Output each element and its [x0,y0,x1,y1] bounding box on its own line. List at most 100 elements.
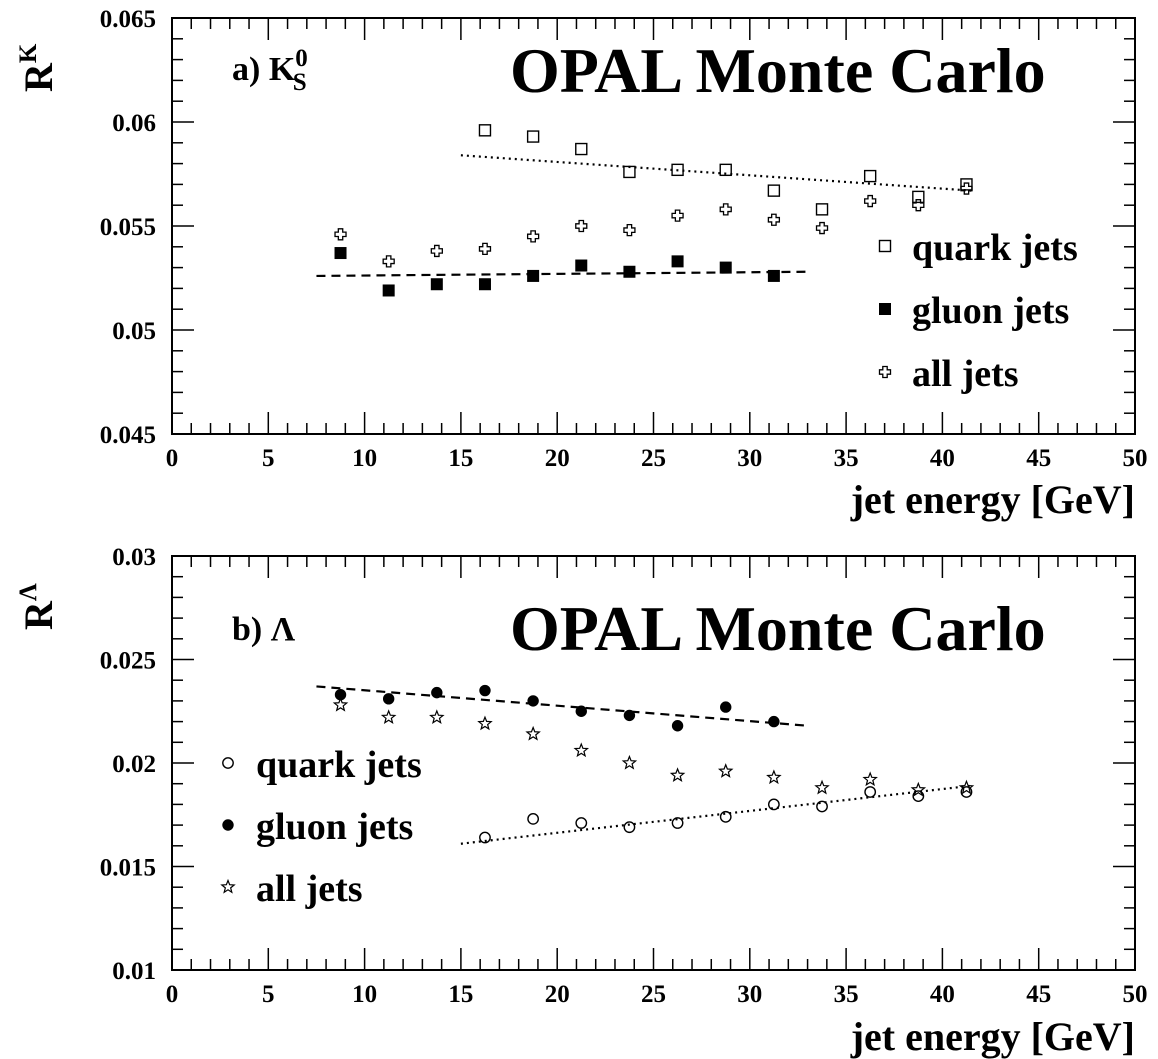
x-tick-label: 20 [545,981,570,1008]
panel-label: a) K0 S [232,45,308,96]
data-point-gluon-jets [479,684,491,697]
data-point-quark-jets [623,165,636,179]
data-point-all-jets [621,754,638,770]
data-point-quark-jets [960,178,973,191]
x-tick-label: 10 [352,445,377,472]
legend-label-all-jets: all jets [256,868,363,910]
data-point-quark-jets [671,817,684,829]
y-tick-label: 0.065 [100,6,156,33]
data-point-all-jets [478,242,492,256]
legend-marker-gluon-jets [879,303,891,315]
x-tick-label: 30 [737,981,762,1008]
data-point-all-jets [669,767,686,783]
legend-label-all-jets: all jets [912,353,1019,395]
fit-line-quark-jets [460,784,972,845]
y-axis-label: RK [15,43,61,92]
y-tick-label: 0.015 [100,855,156,882]
data-point-all-jets [814,779,830,795]
y-tick-label: 0.06 [112,110,156,137]
x-tick-label: 5 [262,981,275,1008]
x-tick-label: 10 [352,981,377,1008]
data-point-quark-jets [719,810,732,823]
y-axis-label: RΛ [15,583,61,630]
data-point-quark-jets [671,163,684,177]
data-point-all-jets [382,255,395,268]
data-point-gluon-jets [575,259,588,272]
x-axis-label: jet energy [GeV] [850,477,1135,522]
legend-label-gluon-jets: gluon jets [256,806,413,848]
data-point-all-jets [334,228,347,241]
data-point-gluon-jets [575,705,587,717]
fit-line-quark-jets [460,154,972,192]
data-point-gluon-jets [334,247,347,260]
legend-marker-all-jets [878,365,892,379]
data-point-all-jets [429,709,445,725]
x-tick-label: 20 [545,445,570,472]
data-point-gluon-jets [623,265,636,278]
legend-label-gluon-jets: gluon jets [912,290,1069,332]
data-point-gluon-jets [382,693,395,705]
data-point-all-jets [960,182,973,195]
panel-label: b) Λ [232,611,296,648]
data-point-all-jets [717,763,734,778]
data-point-quark-jets [526,130,540,143]
data-point-gluon-jets [527,269,540,282]
data-point-quark-jets [719,163,732,177]
y-tick-label: 0.03 [112,544,156,571]
data-point-quark-jets [623,821,636,834]
data-point-quark-jets [479,831,491,844]
legend-marker-quark-jets [222,757,234,769]
data-point-all-jets [623,224,636,237]
data-point-all-jets [671,209,684,222]
data-point-gluon-jets [623,709,636,722]
x-axis-label: jet energy [GeV] [850,1014,1135,1059]
data-point-all-jets [862,771,878,787]
data-point-all-jets [526,230,540,243]
data-point-gluon-jets [382,284,395,297]
x-tick-label: 40 [930,981,955,1008]
data-point-quark-jets [767,184,781,197]
data-point-quark-jets [767,798,780,811]
y-tick-label: 0.05 [112,318,156,345]
data-point-gluon-jets [720,701,732,713]
data-point-quark-jets [864,786,877,798]
data-point-gluon-jets [768,715,780,728]
data-point-gluon-jets [671,720,684,732]
legend-marker-quark-jets [878,239,892,253]
data-point-all-jets [430,244,443,258]
chart-title: OPAL Monte Carlo [510,593,1046,664]
data-point-quark-jets [815,203,829,216]
data-point-all-jets [766,769,782,785]
y-tick-label: 0.025 [100,648,156,675]
y-tick-label: 0.01 [112,958,156,985]
x-tick-label: 5 [262,445,275,472]
data-point-gluon-jets [527,695,539,707]
data-point-all-jets [958,779,975,795]
x-tick-label: 50 [1123,981,1148,1008]
data-point-all-jets [477,715,493,731]
x-tick-label: 25 [641,445,666,472]
x-tick-label: 45 [1026,445,1051,472]
data-point-quark-jets [575,142,588,156]
data-point-quark-jets [478,124,492,137]
data-point-all-jets [815,221,829,235]
x-tick-label: 45 [1026,981,1051,1008]
x-tick-label: 30 [737,445,762,472]
data-point-all-jets [525,725,541,741]
legend-marker-all-jets [220,878,236,894]
data-point-all-jets [575,219,588,233]
data-point-all-jets [332,696,349,712]
data-point-quark-jets [527,812,540,825]
legend-label-quark-jets: quark jets [256,744,422,786]
legend-marker-gluon-jets [222,819,234,831]
x-tick-label: 15 [448,981,473,1008]
data-point-all-jets [910,781,927,797]
y-tick-label: 0.02 [112,751,156,778]
data-point-all-jets [719,203,732,216]
data-point-all-jets [573,742,590,758]
data-point-all-jets [912,199,925,212]
data-point-gluon-jets [719,261,732,274]
data-point-quark-jets [863,169,877,183]
data-point-gluon-jets [671,255,684,268]
